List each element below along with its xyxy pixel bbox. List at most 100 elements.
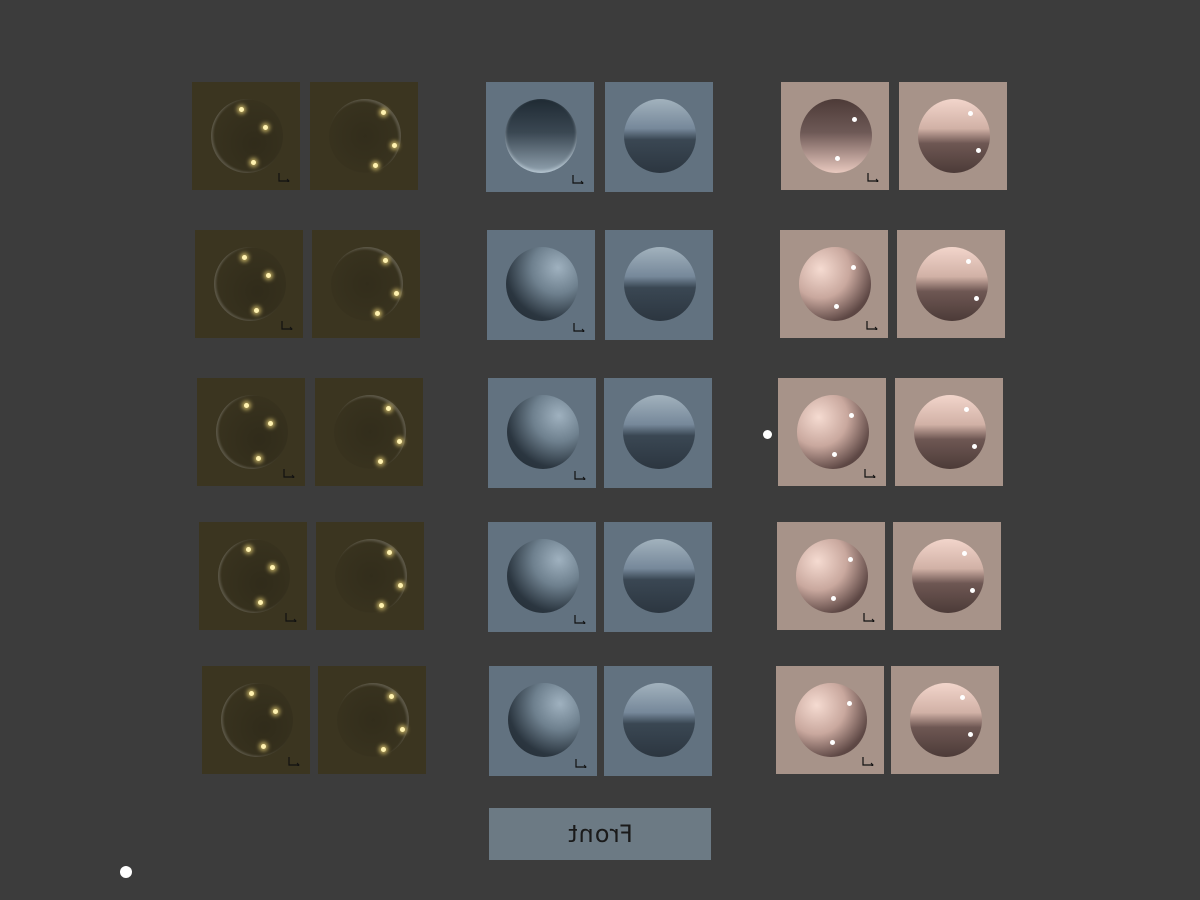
cursor-dot xyxy=(763,430,772,439)
pink-material-tile-1-right[interactable] xyxy=(899,82,1007,190)
blue-material-tile-2-left[interactable] xyxy=(487,230,595,340)
sphere-icon xyxy=(799,247,871,321)
blue-material-tile-5-right[interactable] xyxy=(604,666,712,776)
pink-material-tile-5-left[interactable] xyxy=(776,666,884,774)
pink-material-tile-3-right[interactable] xyxy=(895,378,1003,486)
pink-material-tile-2-left[interactable] xyxy=(780,230,888,338)
pink-material-tile-3-left[interactable] xyxy=(778,378,886,486)
specular-highlight xyxy=(832,452,837,457)
sphere-icon xyxy=(623,539,695,613)
specular-highlight xyxy=(968,732,973,737)
specular-highlight xyxy=(394,291,399,296)
gold-material-tile-4-right[interactable] xyxy=(316,522,424,630)
sphere-icon xyxy=(329,99,401,173)
specular-highlight xyxy=(381,110,386,115)
gold-material-tile-5-right[interactable] xyxy=(318,666,426,774)
sphere-icon xyxy=(337,683,409,757)
gold-material-tile-2-left[interactable] xyxy=(195,230,303,338)
specular-highlight xyxy=(251,160,256,165)
blue-material-tile-4-left[interactable] xyxy=(488,522,596,632)
sphere-icon xyxy=(214,247,286,321)
gold-material-tile-3-right[interactable] xyxy=(315,378,423,486)
specular-highlight xyxy=(851,265,856,270)
gold-material-tile-2-right[interactable] xyxy=(312,230,420,338)
specular-highlight xyxy=(966,259,971,264)
blue-material-tile-3-right[interactable] xyxy=(604,378,712,488)
cursor-dot xyxy=(120,866,132,878)
axis-gizmo-icon xyxy=(278,172,290,182)
specular-highlight xyxy=(962,551,967,556)
specular-highlight xyxy=(244,403,249,408)
specular-highlight xyxy=(835,156,840,161)
sphere-icon xyxy=(910,683,982,757)
front-view-label: Front xyxy=(567,820,633,848)
axis-gizmo-icon xyxy=(575,758,587,768)
gold-material-tile-4-left[interactable] xyxy=(199,522,307,630)
pink-material-tile-5-right[interactable] xyxy=(891,666,999,774)
sphere-icon xyxy=(506,247,578,321)
specular-highlight xyxy=(400,727,405,732)
sphere-icon xyxy=(795,683,867,757)
pink-material-tile-4-left[interactable] xyxy=(777,522,885,630)
sphere-icon xyxy=(507,395,579,469)
gold-material-tile-5-left[interactable] xyxy=(202,666,310,774)
sphere-icon xyxy=(623,395,695,469)
specular-highlight xyxy=(852,117,857,122)
specular-highlight xyxy=(270,565,275,570)
specular-highlight xyxy=(847,701,852,706)
specular-highlight xyxy=(970,588,975,593)
axis-gizmo-icon xyxy=(863,612,875,622)
specular-highlight xyxy=(379,603,384,608)
sphere-icon xyxy=(211,99,283,173)
specular-highlight xyxy=(392,143,397,148)
sphere-icon xyxy=(912,539,984,613)
axis-gizmo-icon xyxy=(573,322,585,332)
specular-highlight xyxy=(263,125,268,130)
specular-highlight xyxy=(387,550,392,555)
blue-material-tile-1-left[interactable] xyxy=(486,82,594,192)
sphere-icon xyxy=(914,395,986,469)
specular-highlight xyxy=(266,273,271,278)
sphere-icon xyxy=(508,683,580,757)
sphere-icon xyxy=(624,99,696,173)
axis-gizmo-icon xyxy=(574,614,586,624)
specular-highlight xyxy=(389,694,394,699)
specular-highlight xyxy=(383,258,388,263)
specular-highlight xyxy=(386,406,391,411)
pink-material-tile-1-left[interactable] xyxy=(781,82,889,190)
gold-material-tile-3-left[interactable] xyxy=(197,378,305,486)
blue-material-tile-2-right[interactable] xyxy=(605,230,713,340)
sphere-icon xyxy=(331,247,403,321)
pink-material-tile-2-right[interactable] xyxy=(897,230,1005,338)
blue-material-tile-1-right[interactable] xyxy=(605,82,713,192)
axis-gizmo-icon xyxy=(281,320,293,330)
specular-highlight xyxy=(249,691,254,696)
specular-highlight xyxy=(972,444,977,449)
blue-material-tile-4-right[interactable] xyxy=(604,522,712,632)
sphere-icon xyxy=(221,683,293,757)
axis-gizmo-icon xyxy=(574,470,586,480)
blue-material-tile-3-left[interactable] xyxy=(488,378,596,488)
front-view-button[interactable]: Front xyxy=(489,808,711,860)
specular-highlight xyxy=(831,596,836,601)
blue-material-tile-5-left[interactable] xyxy=(489,666,597,776)
pink-material-tile-4-right[interactable] xyxy=(893,522,1001,630)
axis-gizmo-icon xyxy=(866,320,878,330)
sphere-icon xyxy=(216,395,288,469)
specular-highlight xyxy=(381,747,386,752)
specular-highlight xyxy=(268,421,273,426)
sphere-icon xyxy=(334,395,406,469)
gold-material-tile-1-left[interactable] xyxy=(192,82,300,190)
specular-highlight xyxy=(254,308,259,313)
sphere-icon xyxy=(623,683,695,757)
specular-highlight xyxy=(398,583,403,588)
specular-highlight xyxy=(834,304,839,309)
axis-gizmo-icon xyxy=(572,174,584,184)
axis-gizmo-icon xyxy=(862,756,874,766)
sphere-icon xyxy=(505,99,577,173)
specular-highlight xyxy=(375,311,380,316)
axis-gizmo-icon xyxy=(867,172,879,182)
sphere-icon xyxy=(796,539,868,613)
gold-material-tile-1-right[interactable] xyxy=(310,82,418,190)
axis-gizmo-icon xyxy=(283,468,295,478)
